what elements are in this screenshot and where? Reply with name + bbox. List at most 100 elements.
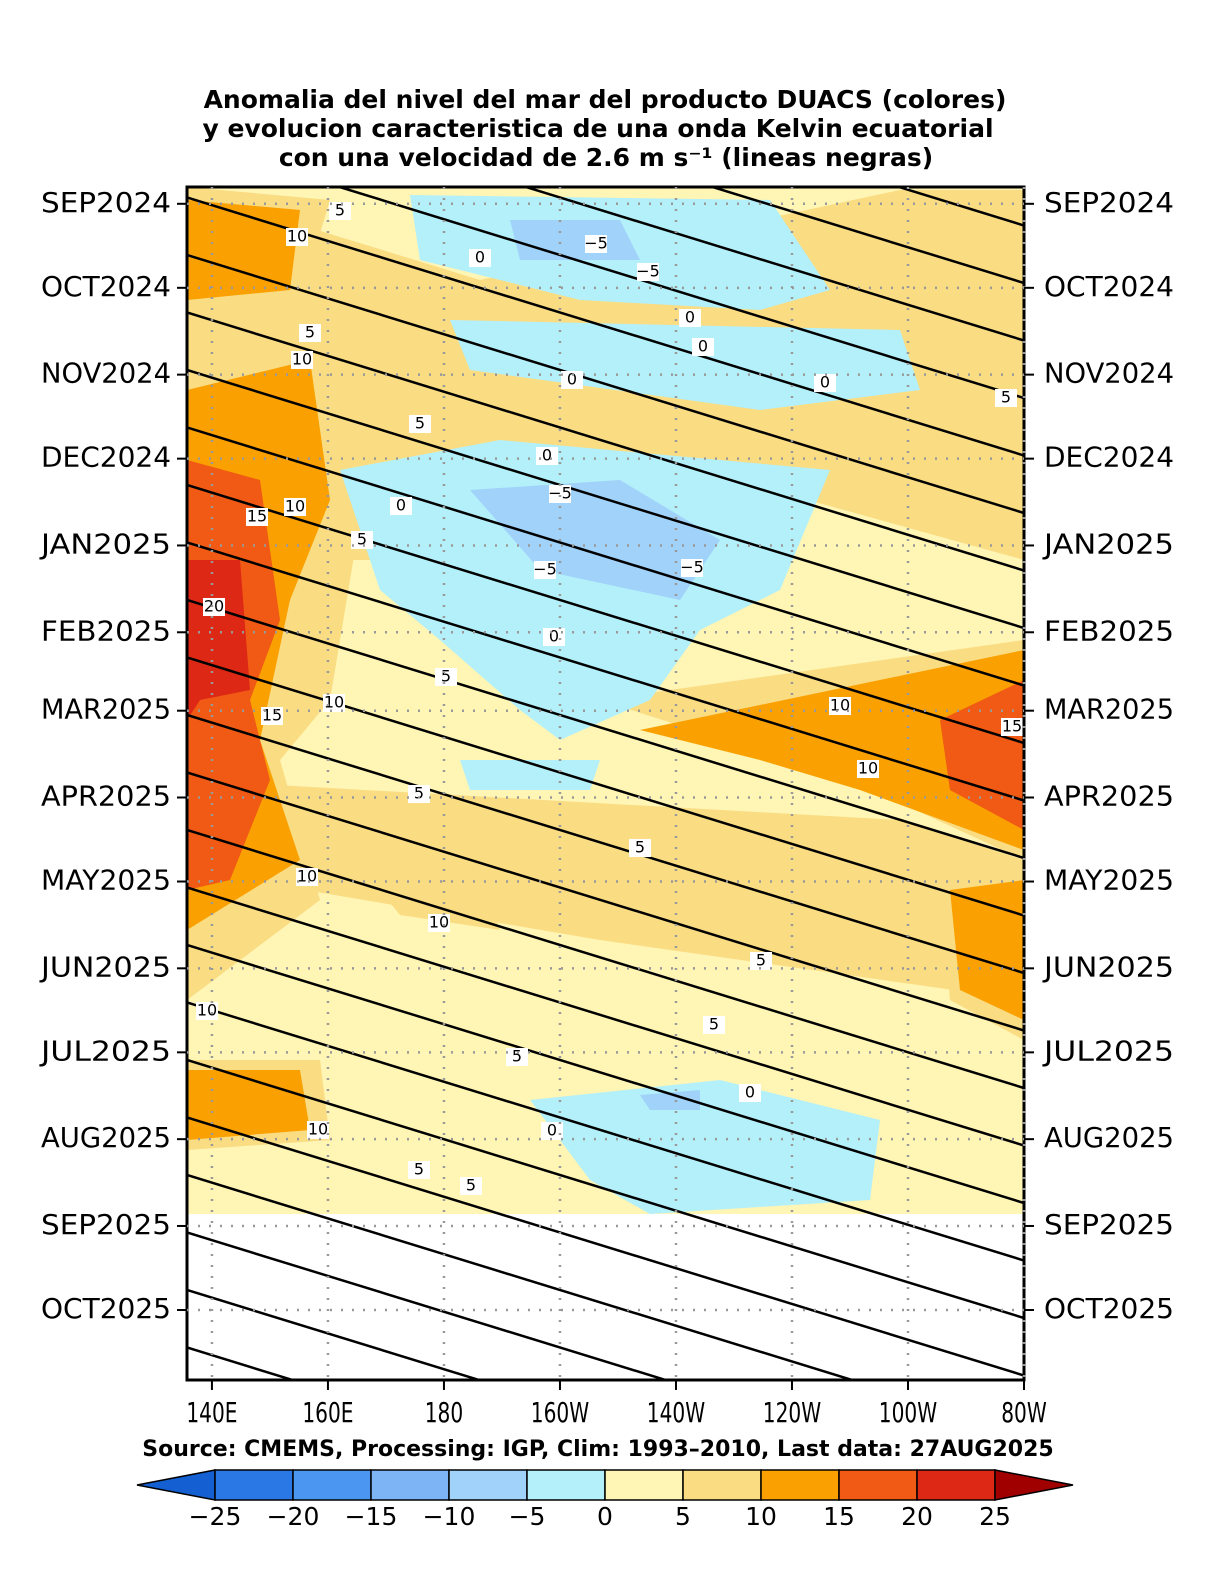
colorbar-label: 5: [675, 1502, 691, 1531]
y-tick-label: NOV2024: [41, 357, 171, 390]
title-line: Anomalia del nivel del mar del producto …: [204, 85, 1007, 114]
contour-label-bg: [246, 508, 268, 526]
colorbar-label: −5: [509, 1502, 546, 1531]
contour-label-bg: [435, 668, 457, 686]
kelvin-lines: [187, 0, 1024, 1380]
colorbar-label: 25: [979, 1502, 1011, 1531]
y-tick-label: JAN2025: [1042, 527, 1174, 560]
contour-label-bg: [506, 1048, 528, 1066]
kelvin-line: [187, 0, 1024, 53]
y-tick-label: AUG2025: [41, 1121, 171, 1154]
contour-label: 10: [197, 1001, 217, 1020]
y-tick-label: OCT2024: [41, 270, 171, 303]
contour-label: 5: [512, 1047, 522, 1066]
contour-label-bg: [329, 202, 351, 220]
y-tick-label: APR2025: [41, 780, 171, 813]
y-tick-label: MAY2025: [1044, 864, 1174, 897]
y-tick-label: FEB2025: [1044, 614, 1174, 647]
kelvin-line: [187, 771, 1024, 1032]
colorbar-box: [838, 1469, 918, 1501]
contour-label: 10: [308, 1120, 328, 1139]
contour-label-bg: [543, 628, 565, 646]
contour-label: 10: [830, 696, 850, 715]
kelvin-line: [187, 1288, 484, 1380]
contour-label: −5: [533, 560, 557, 579]
contour-label: 0: [549, 627, 559, 646]
contour-label-bg: [681, 559, 703, 577]
contour-label: 0: [547, 1121, 557, 1140]
contour-label-bg: [261, 707, 283, 725]
contour-label-bg: [549, 485, 571, 503]
colorbar-box: [370, 1469, 450, 1501]
contour-label: 10: [287, 227, 307, 246]
contour-label: 0: [542, 446, 552, 465]
x-tick-label: 140W: [647, 1396, 705, 1429]
y-tick-label: JUN2025: [39, 950, 171, 983]
contour-label: 5: [335, 201, 345, 220]
contour-label-bg: [534, 561, 556, 579]
y-tick-label: DEC2024: [1044, 441, 1174, 474]
x-tick-label: 120W: [763, 1396, 821, 1429]
contour-label-bg: [536, 447, 558, 465]
kelvin-line: [187, 1058, 1024, 1320]
y-tick-label: JAN2025: [39, 527, 171, 560]
colorbar-label: 10: [745, 1502, 777, 1531]
y-tick-label: SEP2025: [41, 1208, 171, 1241]
contour-label: 5: [357, 530, 367, 549]
contour-label: 15: [247, 507, 267, 526]
contour-label-bg: [390, 497, 412, 515]
contour-label: 10: [858, 759, 878, 778]
contour-label: 5: [635, 838, 645, 857]
contour-label: −5: [584, 234, 608, 253]
colorbar-box: [214, 1469, 294, 1501]
kelvin-line: [521, 187, 1024, 342]
contour-label-bg: [460, 1177, 482, 1195]
kelvin-line: [187, 541, 1024, 802]
contour-label: −5: [636, 262, 660, 281]
y-tick-label: NOV2024: [1044, 357, 1174, 390]
kelvin-line: [187, 943, 1024, 1205]
contour-label-bg: [1001, 718, 1023, 736]
contour-label-bg: [284, 498, 306, 516]
field-region: [187, 560, 250, 720]
contour-label: 5: [466, 1176, 476, 1195]
kelvin-line: [187, 253, 1024, 515]
contour-label-bg: [291, 351, 313, 369]
y-tick-label: SEP2024: [41, 186, 171, 219]
y-tick-label: OCT2025: [41, 1292, 171, 1325]
colorbar-extend: [994, 1469, 1074, 1501]
contour-label-bg: [857, 760, 879, 778]
contour-label-bg: [196, 1002, 218, 1020]
y-tick-label: APR2025: [1044, 780, 1174, 813]
field-region: [340, 195, 920, 1214]
kelvin-line: [187, 1346, 297, 1380]
kelvin-line: [187, 311, 1024, 572]
contour-label: 10: [429, 913, 449, 932]
contour-label-bg: [469, 249, 491, 267]
kelvin-line: [187, 1116, 1024, 1377]
contour-label-bg: [409, 415, 431, 433]
y-tick-label: FEB2025: [41, 614, 171, 647]
contour-label: 5: [414, 784, 424, 803]
y-tick-label: SEP2025: [1044, 1208, 1174, 1241]
x-tick-label: 160W: [531, 1396, 589, 1429]
colorbar-box: [760, 1469, 840, 1501]
contour-label: −5: [548, 484, 572, 503]
colorbar-box: [526, 1469, 606, 1501]
colorbar-box: [448, 1469, 528, 1501]
contour-label: 0: [685, 308, 695, 327]
contour-label: 5: [305, 323, 315, 342]
contour-label: 15: [1002, 717, 1022, 736]
kelvin-line: [187, 1001, 1024, 1262]
colorbar-box: [916, 1469, 996, 1501]
contour-label: 0: [820, 373, 830, 392]
contour-label-bg: [428, 914, 450, 932]
y-tick-label: SEP2024: [1044, 186, 1174, 219]
contour-label: 15: [262, 706, 282, 725]
contour-label-bg: [408, 1161, 430, 1179]
contour-label-bg: [692, 338, 714, 356]
colorbar-label: −25: [189, 1502, 242, 1531]
colorbar-extend: [136, 1469, 216, 1501]
kelvin-line: [187, 713, 1024, 975]
contour-label: 10: [285, 497, 305, 516]
